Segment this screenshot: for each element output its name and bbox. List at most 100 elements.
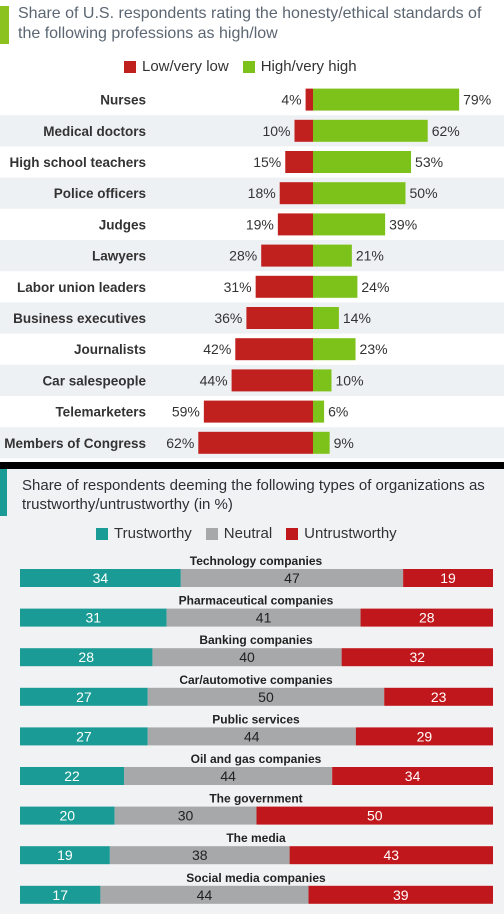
value-label-low: 42% (203, 341, 231, 357)
value-label-low: 31% (224, 279, 252, 295)
value-label-low: 28% (229, 248, 257, 264)
value-label-untrustworthy: 23 (431, 689, 447, 705)
bar-segment-untrustworthy (341, 648, 493, 667)
category-label: The media (226, 831, 286, 845)
value-label-trustworthy: 34 (93, 570, 109, 586)
value-label-neutral: 44 (244, 728, 260, 744)
category-label: Technology companies (190, 554, 323, 568)
value-label-low: 18% (248, 185, 276, 201)
value-label-high: 24% (361, 279, 389, 295)
value-label-low: 36% (214, 310, 242, 326)
bar-high (313, 338, 356, 361)
value-label-trustworthy: 27 (76, 728, 92, 744)
bar-low (203, 400, 313, 423)
value-label-trustworthy: 27 (76, 689, 92, 705)
bar-high (313, 369, 332, 392)
title-accent-bar (0, 6, 9, 44)
legend: Low/very low High/very high (124, 58, 371, 75)
value-label-high: 50% (410, 185, 438, 201)
value-label-neutral: 40 (239, 649, 255, 665)
bar-segment-trustworthy (20, 885, 101, 904)
value-label-high: 62% (432, 123, 460, 139)
value-label-untrustworthy: 43 (384, 847, 400, 863)
value-label-high: 39% (389, 216, 417, 232)
bar-segment-trustworthy (20, 806, 115, 825)
value-label-trustworthy: 19 (57, 847, 73, 863)
bar-low (198, 431, 313, 454)
category-label: Social media companies (186, 871, 326, 885)
bar-low (285, 151, 313, 173)
bar-segment-untrustworthy (384, 687, 493, 706)
bar-high (313, 119, 428, 142)
bar-low (235, 338, 313, 361)
category-label: Oil and gas companies (191, 752, 322, 766)
category-label: Journalists (74, 342, 146, 357)
legend-swatch-high (242, 60, 255, 73)
row-band (0, 240, 504, 272)
category-label: Members of Congress (4, 436, 146, 451)
value-label-low: 19% (246, 216, 274, 232)
bar-low (294, 119, 313, 142)
category-label: Telemarketers (55, 405, 146, 420)
bar-segment-untrustworthy (360, 608, 493, 627)
value-label-trustworthy: 31 (86, 610, 102, 626)
bar-segment-trustworthy (20, 687, 148, 706)
legend-swatch-untrustworthy (286, 527, 299, 540)
value-label-untrustworthy: 19 (440, 570, 456, 586)
bar-segment-neutral (180, 569, 404, 587)
bar-segment-untrustworthy (355, 727, 493, 746)
legend-item-neutral: Neutral (205, 525, 273, 542)
bar-segment-trustworthy (20, 727, 148, 746)
value-label-trustworthy: 28 (78, 649, 94, 665)
bar-segment-trustworthy (20, 608, 167, 627)
row-band (0, 177, 504, 209)
category-label: The government (209, 792, 302, 806)
value-label-high: 79% (463, 92, 491, 108)
legend-label-untrustworthy: Untrustworthy (304, 525, 397, 542)
professions-bar-chart: Nurses 4% 79% Medical doctors 10% 62% High sch… (0, 88, 504, 459)
category-label: Car salespeople (42, 373, 146, 388)
value-label-low: 10% (262, 123, 290, 139)
legend-swatch-low (124, 60, 136, 73)
bar-segment-neutral (100, 885, 309, 904)
value-label-neutral: 38 (192, 847, 208, 863)
bar-high (313, 151, 412, 173)
value-label-high: 10% (336, 372, 364, 388)
value-label-trustworthy: 17 (52, 887, 68, 903)
value-label-neutral: 50 (258, 689, 274, 705)
value-label-neutral: 30 (178, 808, 194, 824)
legend-label-trustworthy: Trustworthy (114, 525, 192, 542)
value-label-neutral: 41 (256, 610, 272, 626)
bar-low (277, 213, 313, 236)
bar-high (313, 275, 358, 298)
category-label: Police officers (54, 186, 146, 201)
legend-swatch-trustworthy (96, 527, 108, 540)
bar-low (246, 307, 313, 329)
bar-segment-trustworthy (20, 648, 153, 667)
legend-item-high: High/very high (242, 58, 357, 75)
value-label-high: 14% (343, 310, 371, 326)
legend-label-low: Low/very low (142, 58, 229, 75)
value-label-neutral: 44 (197, 887, 213, 903)
value-label-high: 9% (334, 435, 354, 451)
bar-low (231, 369, 313, 392)
bar-high (313, 88, 460, 111)
value-label-high: 21% (356, 248, 384, 264)
bar-segment-neutral (114, 806, 257, 825)
bar-high (313, 307, 339, 329)
legend-item-trustworthy: Trustworthy (96, 525, 192, 542)
bar-segment-trustworthy (20, 846, 110, 865)
legend-label-neutral: Neutral (223, 525, 273, 542)
bar-segment-neutral (166, 608, 361, 627)
value-label-trustworthy: 20 (60, 808, 76, 824)
value-label-low: 15% (253, 154, 281, 170)
category-label: Labor union leaders (17, 280, 146, 295)
bar-segment-untrustworthy (332, 767, 493, 785)
category-label: Public services (212, 712, 300, 726)
title-accent-bar (0, 469, 7, 516)
category-label: Car/automotive companies (179, 673, 333, 687)
bar-high (313, 400, 325, 423)
value-label-high: 6% (328, 404, 348, 420)
legend: Trustworthy Neutral Untrustworthy (96, 525, 411, 542)
professions-chart-panel: Share of U.S. respondents rating the hon… (0, 0, 504, 462)
